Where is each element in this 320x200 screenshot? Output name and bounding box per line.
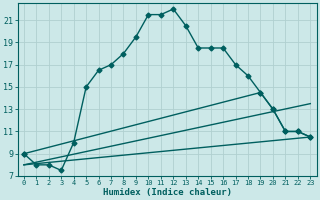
X-axis label: Humidex (Indice chaleur): Humidex (Indice chaleur) — [103, 188, 232, 197]
